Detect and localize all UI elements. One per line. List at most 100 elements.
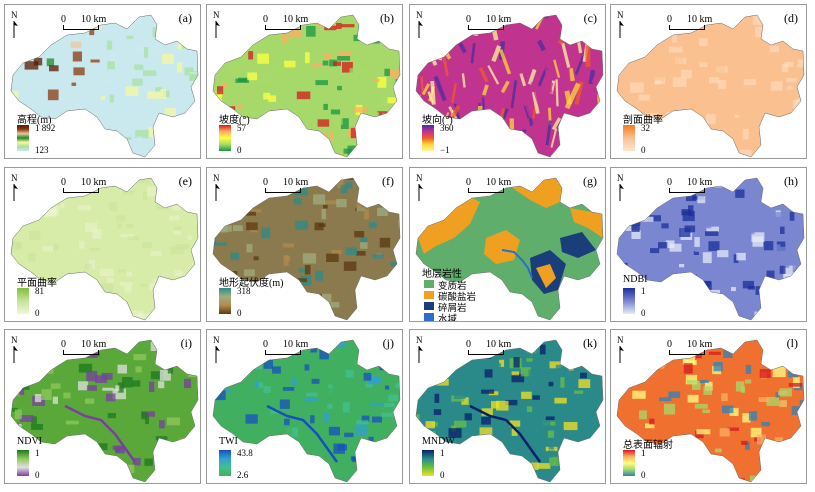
north-label: N: [416, 173, 423, 183]
scale-bar: 0 10 km: [61, 14, 121, 35]
north-label: N: [11, 10, 18, 20]
region-outline: [212, 14, 401, 158]
map-panel: (g) N 0 10 km 地层岩性 变质岩 碳酸盐岩 碎屑岩 水域: [409, 167, 606, 322]
map-panel: (e) N 0 10 km 平面曲率 81 0: [4, 167, 201, 322]
legend-min: 0: [237, 145, 242, 155]
region-map: [212, 14, 401, 158]
legend-title: NDVI: [17, 436, 42, 447]
scale-bar: 0 10 km: [263, 339, 323, 360]
legend-title: 高程(m): [17, 115, 52, 126]
map-panel: (f) N 0 10 km 地形起伏度(m) 318 0: [206, 167, 403, 322]
north-arrow-icon: N: [617, 11, 631, 39]
legend-swatch: [424, 291, 434, 299]
scale-zero: 0: [263, 177, 268, 188]
legend-max: 1: [641, 448, 646, 458]
legend-max: 1: [440, 448, 445, 458]
panel-letter: (a): [178, 11, 192, 25]
scale-ten: 10 km: [486, 339, 512, 350]
region-map: [616, 339, 805, 483]
legend-title: 平面曲率: [17, 278, 57, 289]
legend-title: 坡度(°): [219, 115, 250, 126]
map-panel: (h) N 0 10 km NDBI 1 0: [610, 167, 807, 322]
legend-label: 水域: [438, 315, 458, 322]
region-map: [212, 339, 401, 483]
map-panel: (l) N 0 10 km 总表面辐射 1 0: [610, 329, 807, 484]
panel-letter: (i): [180, 336, 192, 350]
region-map: [415, 14, 604, 158]
scale-zero: 0: [466, 14, 471, 25]
scale-ten: 10 km: [486, 177, 512, 188]
north-label: N: [617, 173, 624, 183]
legend-color-ramp: [17, 450, 29, 476]
map-panel: (j) N 0 10 km TWI 43.8 2.6: [206, 329, 403, 484]
north-arrow-icon: N: [213, 336, 227, 364]
north-label: N: [617, 335, 624, 345]
legend-color-ramp: [17, 125, 29, 151]
region-outline: [616, 339, 805, 483]
scale-bar: 0 10 km: [61, 177, 121, 198]
scale-bar: 0 10 km: [466, 339, 526, 360]
map-panel: (k) N 0 10 km MNDW 1 0: [409, 329, 606, 484]
scale-zero: 0: [667, 14, 672, 25]
region-map: [10, 339, 199, 483]
scale-bar: 0 10 km: [667, 14, 727, 35]
region-outline: [415, 14, 604, 158]
scale-ten: 10 km: [283, 177, 309, 188]
scale-bar: 0 10 km: [667, 177, 727, 198]
north-label: N: [213, 10, 220, 20]
legend-max: 81: [35, 286, 44, 296]
scale-ten: 10 km: [81, 14, 107, 25]
scale-ten: 10 km: [81, 339, 107, 350]
legend-swatch: [424, 302, 434, 310]
scale-ten: 10 km: [81, 177, 107, 188]
legend-title: 总表面辐射: [623, 440, 673, 451]
legend-max: 1: [641, 286, 646, 296]
legend-title: 剖面曲率: [623, 115, 663, 126]
region-map: [415, 177, 604, 321]
north-label: N: [11, 173, 18, 183]
scale-ten: 10 km: [687, 339, 713, 350]
region-map: [212, 177, 401, 321]
legend-max: 32: [641, 123, 650, 133]
scale-bar: 0 10 km: [61, 339, 121, 360]
scale-ten: 10 km: [687, 14, 713, 25]
scale-zero: 0: [61, 339, 66, 350]
map-panel: (b) N 0 10 km 坡度(°) 57 0: [206, 4, 403, 159]
legend-label: 变质岩: [438, 282, 467, 292]
legend-title: MNDW: [422, 436, 455, 447]
map-panel: (i) N 0 10 km NDVI 1 0: [4, 329, 201, 484]
scale-ten: 10 km: [283, 14, 309, 25]
region-map: [415, 339, 604, 483]
north-label: N: [11, 335, 18, 345]
legend-min: 2.6: [237, 470, 249, 480]
scale-zero: 0: [667, 339, 672, 350]
map-panel: (c) N 0 10 km 坡向(°) 360 −1: [409, 4, 606, 159]
legend-color-ramp: [623, 125, 635, 151]
north-arrow-icon: N: [617, 336, 631, 364]
north-arrow-icon: N: [416, 174, 430, 202]
legend-min: 0: [641, 470, 646, 480]
scale-ten: 10 km: [687, 177, 713, 188]
region-outline: [415, 177, 604, 321]
region-outline: [212, 177, 401, 321]
scale-zero: 0: [61, 177, 66, 188]
region-map: [10, 177, 199, 321]
scale-bar: 0 10 km: [466, 177, 526, 198]
legend-title: 坡向(°): [422, 115, 453, 126]
north-arrow-icon: N: [213, 11, 227, 39]
map-panel: (a) N 0 10 km 高程(m) 1 892 123: [4, 4, 201, 159]
north-arrow-icon: N: [11, 174, 25, 202]
region-map: [616, 14, 805, 158]
scale-zero: 0: [263, 339, 268, 350]
legend-color-ramp: [623, 450, 635, 476]
legend-color-ramp: [623, 288, 635, 314]
north-label: N: [213, 335, 220, 345]
north-arrow-icon: N: [11, 336, 25, 364]
panel-letter: (e): [178, 174, 192, 188]
legend-color-ramp: [219, 450, 231, 476]
legend-max: 57: [237, 123, 246, 133]
region-outline: [415, 339, 604, 483]
legend-color-ramp: [422, 450, 434, 476]
north-arrow-icon: N: [617, 174, 631, 202]
